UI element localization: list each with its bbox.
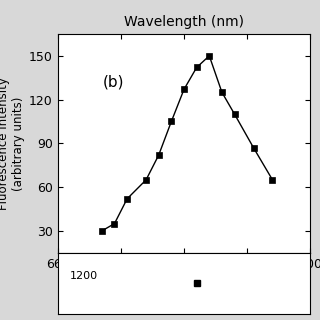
Text: (b): (b) (102, 75, 124, 90)
X-axis label: Wavelength (nm): Wavelength (nm) (130, 275, 238, 288)
Text: 1200: 1200 (70, 271, 98, 281)
Y-axis label: Fluorescence intensity
(arbitrary units): Fluorescence intensity (arbitrary units) (0, 77, 25, 210)
Text: Wavelength (nm): Wavelength (nm) (124, 15, 244, 29)
